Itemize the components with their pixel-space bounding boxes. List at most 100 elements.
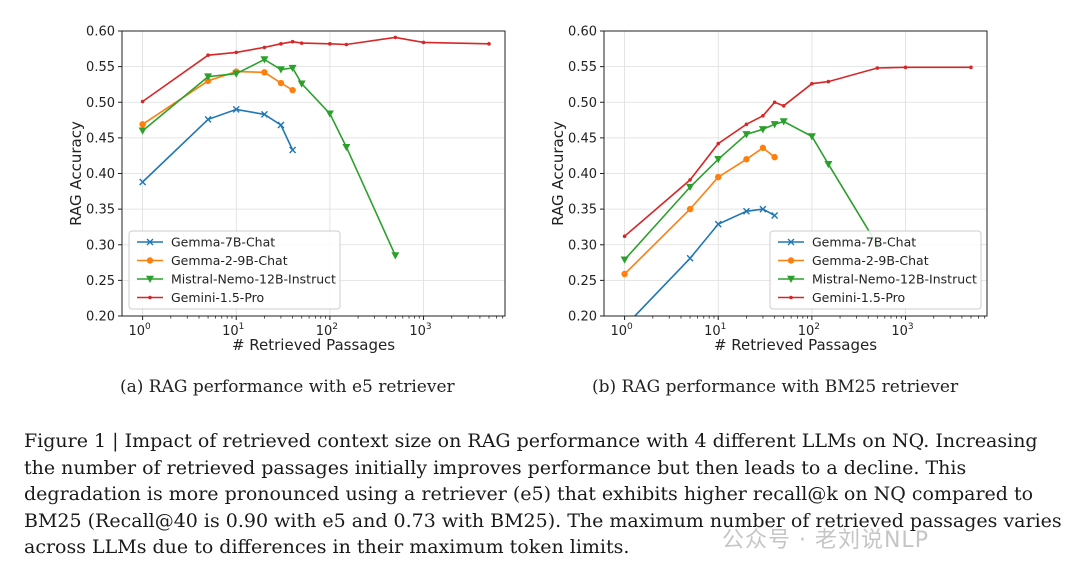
data-point [421,40,426,45]
legend-label: Mistral-Nemo-12B-Instruct [171,272,336,287]
data-point [744,122,749,127]
data-point [277,121,285,129]
y-axis-label: RAG Accuracy [67,121,85,226]
figure-charts: 0.20 0.25 0.30 0.35 0.40 0.45 0.50 0.55 0.60 100 1… [67,25,988,354]
data-point [772,100,777,105]
series-line-Gemini-1.5-Pro [142,36,490,103]
data-point [289,86,296,94]
data-point [391,252,400,260]
data-point [260,110,268,118]
data-point [688,178,692,182]
data-point [781,104,786,108]
data-point [261,69,268,76]
chart-a: 0.20 0.25 0.30 0.35 0.40 0.45 0.50 0.55 0.60 100 1… [67,25,506,354]
data-point [328,42,332,46]
data-point [759,205,767,213]
figure-caption: Figure 1 | Impact of retrieved context s… [24,430,1062,558]
data-point [290,39,295,44]
data-point [234,50,239,55]
y-tick-label: 0.45 [568,131,597,146]
data-point [279,42,283,46]
data-point [260,56,269,64]
legend-label: Gemma-7B-Chat [171,235,275,250]
data-point [742,207,750,215]
data-point [325,110,334,118]
data-point [716,141,721,146]
data-point [138,127,147,135]
data-point [686,205,694,213]
data-point [139,121,146,128]
y-tick-label: 0.60 [568,25,597,40]
legend-marker [787,257,795,264]
chart-b: 0.20 0.25 0.30 0.35 0.40 0.45 0.50 0.55 0.60 100 1… [549,25,988,354]
data-point [297,80,306,88]
legend: Gemma-7B-Chat Gemma-2-9B-Chat Mistral-Nemo… [128,230,341,310]
data-point [206,53,210,58]
data-point [288,64,297,73]
x-tick-label: 100 [128,322,151,339]
legend-label: Gemma-7B-Chat [812,235,916,250]
y-tick-label: 0.35 [568,203,597,218]
y-tick-label: 0.55 [568,60,597,75]
data-point [393,35,398,40]
data-point [969,65,973,70]
data-point [342,143,351,152]
y-tick-label: 0.40 [86,167,115,182]
series-group [620,65,973,316]
data-point [875,66,880,70]
data-point [621,270,628,278]
legend-marker [146,238,154,246]
legend-marker [787,275,795,283]
data-point [824,161,833,169]
data-point [742,131,751,139]
chart-b-caption: (b) RAG performance with BM25 retriever [592,377,959,397]
series-line-Mistral-Nemo-12B-Instruct [624,120,878,261]
data-point [622,234,627,238]
legend-marker [789,295,793,300]
y-tick-label: 0.30 [86,238,115,253]
x-axis-label: # Retrieved Passages [232,336,395,354]
series-line-Gemini-1.5-Pro [624,66,971,237]
legend-label: Gemma-2-9B-Chat [171,253,288,268]
data-point [204,115,212,123]
data-point [903,65,908,70]
data-point [262,45,267,50]
data-point [686,183,695,192]
legend-box [769,230,982,310]
legend-label: Gemini-1.5-Pro [812,290,905,305]
y-tick-label: 0.40 [568,167,597,182]
series-line-Mistral-Nemo-12B-Instruct [142,58,397,256]
series-group [138,35,491,260]
y-axis-label: RAG Accuracy [549,121,567,226]
legend-marker [148,295,152,300]
data-point [743,156,750,163]
data-point [232,70,241,78]
series-line-Gemma-7B-Chat [633,208,775,316]
data-point [487,42,491,46]
data-point [714,156,723,164]
data-point [289,146,297,154]
chart-a-caption: (a) RAG performance with e5 retriever [120,377,455,397]
data-point [686,254,694,262]
data-point [770,121,779,129]
data-point [299,41,304,45]
data-point [715,173,722,181]
data-point [277,79,285,87]
x-tick-label: 100 [610,322,633,339]
watermark: 公众号 · 老刘说NLP [722,528,929,553]
data-point [759,144,767,152]
data-point [276,66,285,74]
data-point [204,73,213,81]
plot-frame [603,30,988,317]
legend-box [128,230,341,310]
legend-marker [146,257,154,264]
y-tick-label: 0.50 [86,96,115,111]
y-tick-label: 0.60 [86,25,115,40]
y-tick-label: 0.45 [86,131,115,146]
data-point [779,118,788,126]
legend-label: Gemini-1.5-Pro [171,290,264,305]
data-point [344,42,349,47]
y-tick-label: 0.55 [86,60,115,75]
legend-label: Mistral-Nemo-12B-Instruct [812,272,977,287]
data-point [807,133,816,141]
